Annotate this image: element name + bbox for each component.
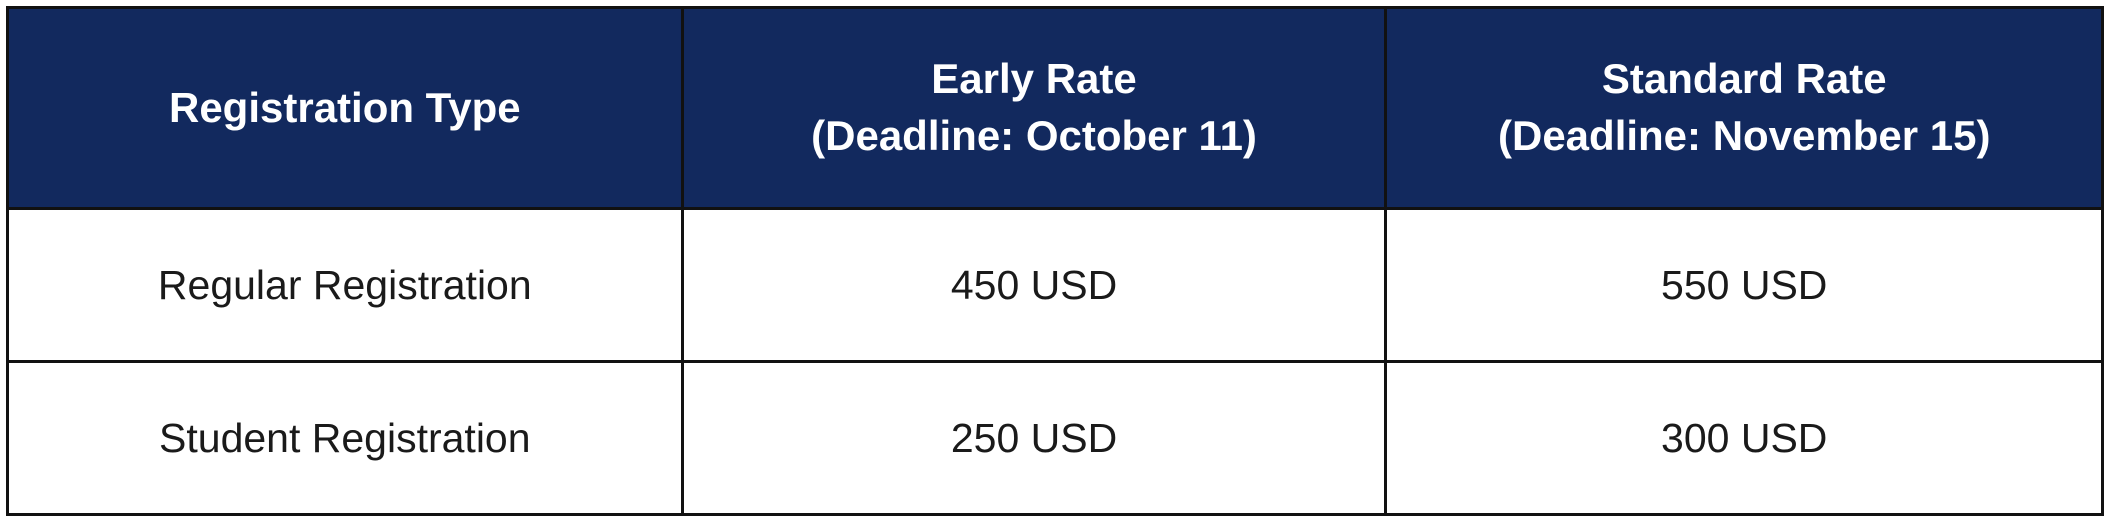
header-row: Registration Type Early Rate (Deadline: … bbox=[6, 6, 2104, 210]
cell-registration-type: Regular Registration bbox=[6, 207, 684, 363]
table-header: Registration Type Early Rate (Deadline: … bbox=[6, 6, 2104, 210]
header-standard-rate: Standard Rate (Deadline: November 15) bbox=[1384, 6, 2104, 210]
header-early-rate-deadline: (Deadline: October 11) bbox=[811, 112, 1257, 159]
header-standard-rate-deadline: (Deadline: November 15) bbox=[1498, 112, 1991, 159]
header-registration-type-label: Registration Type bbox=[168, 83, 521, 131]
table-body: Regular Registration 450 USD 550 USD Stu… bbox=[6, 207, 2104, 516]
header-registration-type: Registration Type bbox=[6, 6, 684, 210]
cell-early-rate: 450 USD bbox=[680, 207, 1388, 363]
cell-standard-rate: 300 USD bbox=[1384, 360, 2104, 516]
header-early-rate-title: Early Rate bbox=[931, 55, 1137, 103]
table-row: Student Registration 250 USD 300 USD bbox=[6, 360, 2104, 516]
header-early-rate: Early Rate (Deadline: October 11) bbox=[680, 6, 1388, 210]
registration-fees-table: Registration Type Early Rate (Deadline: … bbox=[6, 6, 2104, 516]
cell-early-rate: 250 USD bbox=[680, 360, 1388, 516]
table-row: Regular Registration 450 USD 550 USD bbox=[6, 207, 2104, 363]
registration-fees-table-container: Registration Type Early Rate (Deadline: … bbox=[6, 6, 2104, 516]
cell-registration-type: Student Registration bbox=[6, 360, 684, 516]
header-standard-rate-title: Standard Rate bbox=[1601, 55, 1887, 103]
cell-standard-rate: 550 USD bbox=[1384, 207, 2104, 363]
